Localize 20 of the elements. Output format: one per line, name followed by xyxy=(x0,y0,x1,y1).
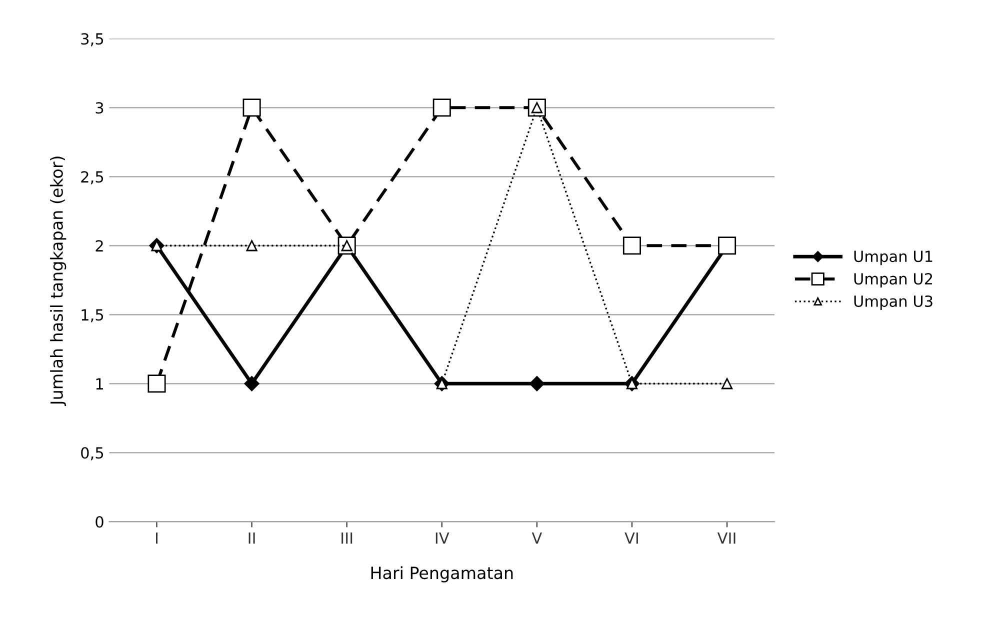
y-tick-label: 3,5 xyxy=(81,33,104,46)
y-tick-label: 0 xyxy=(96,516,104,528)
x-tick-label: I xyxy=(156,532,158,544)
y-tick-label: 2 xyxy=(96,240,103,252)
x-tick-label: VII xyxy=(717,532,736,544)
x-tick-label: II xyxy=(248,532,255,544)
y-axis-title: Jumlah hasil tangkapan (ekor) xyxy=(50,156,66,406)
x-axis-title: Hari Pengamatan xyxy=(371,566,513,582)
legend-label: Umpan U2 xyxy=(854,273,932,288)
legend-label: Umpan U1 xyxy=(854,250,932,266)
y-tick-label: 0,5 xyxy=(81,447,104,460)
x-tick-label: V xyxy=(532,532,542,544)
y-tick-label: 2,5 xyxy=(81,171,104,184)
x-tick-label: IV xyxy=(436,532,450,544)
y-tick-label: 1 xyxy=(96,378,103,390)
y-tick-label: 3 xyxy=(96,102,104,114)
legend-label: Umpan U3 xyxy=(854,295,932,310)
y-tick-label: 1,5 xyxy=(82,309,104,322)
x-tick-label: III xyxy=(342,532,352,544)
x-tick-label: VI xyxy=(624,532,638,544)
